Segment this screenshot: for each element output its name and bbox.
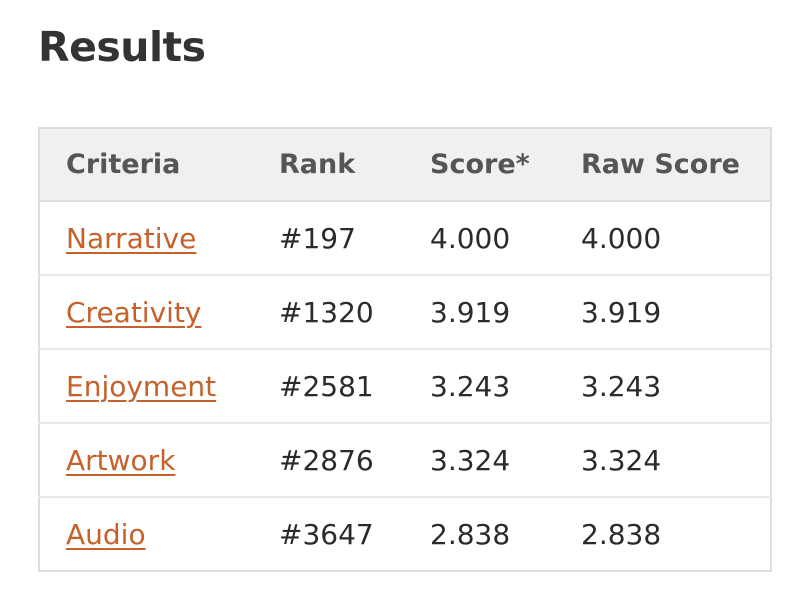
column-header-raw-score: Raw Score (555, 128, 771, 202)
results-table: Criteria Rank Score* Raw Score Narrative… (38, 127, 772, 572)
criteria-cell: Audio (39, 497, 253, 571)
criteria-cell: Narrative (39, 201, 253, 275)
table-row: Enjoyment #2581 3.243 3.243 (39, 349, 771, 423)
criteria-link-creativity[interactable]: Creativity (66, 295, 202, 329)
criteria-cell: Enjoyment (39, 349, 253, 423)
score-cell: 3.243 (430, 369, 511, 403)
column-header-rank: Rank (253, 128, 404, 202)
criteria-cell: Creativity (39, 275, 253, 349)
rank-cell: #197 (279, 221, 356, 255)
criteria-link-audio[interactable]: Audio (66, 517, 146, 551)
score-cell: 3.324 (430, 443, 511, 477)
criteria-cell: Artwork (39, 423, 253, 497)
rank-cell: #2581 (279, 369, 374, 403)
raw-score-cell: 3.243 (581, 369, 662, 403)
table-row: Narrative #197 4.000 4.000 (39, 201, 771, 275)
raw-score-cell: 3.919 (581, 295, 662, 329)
raw-score-cell: 4.000 (581, 221, 662, 255)
criteria-link-enjoyment[interactable]: Enjoyment (66, 369, 217, 403)
criteria-link-narrative[interactable]: Narrative (66, 221, 197, 255)
table-row: Creativity #1320 3.919 3.919 (39, 275, 771, 349)
raw-score-cell: 2.838 (581, 517, 662, 551)
raw-score-cell: 3.324 (581, 443, 662, 477)
score-cell: 2.838 (430, 517, 511, 551)
table-header-row: Criteria Rank Score* Raw Score (39, 128, 771, 202)
score-cell: 3.919 (430, 295, 511, 329)
rank-cell: #2876 (279, 443, 374, 477)
table-row: Artwork #2876 3.324 3.324 (39, 423, 771, 497)
column-header-score: Score* (404, 128, 555, 202)
criteria-link-artwork[interactable]: Artwork (66, 443, 176, 477)
table-row: Audio #3647 2.838 2.838 (39, 497, 771, 571)
results-heading: Results (38, 23, 206, 71)
column-header-criteria: Criteria (39, 128, 253, 202)
rank-cell: #3647 (279, 517, 374, 551)
rank-cell: #1320 (279, 295, 374, 329)
score-cell: 4.000 (430, 221, 511, 255)
